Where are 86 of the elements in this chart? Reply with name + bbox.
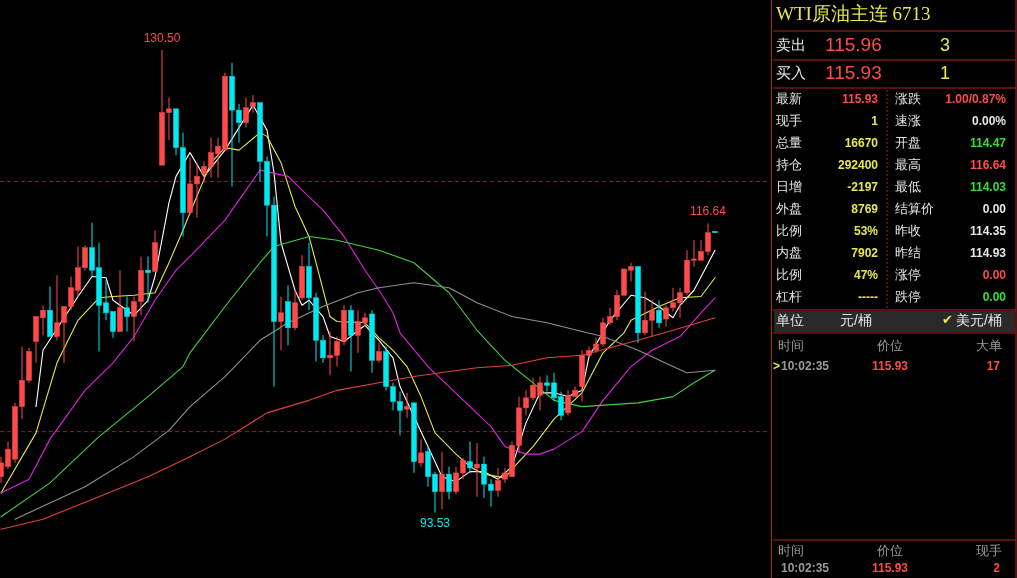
text: 115.96 [825, 34, 882, 56]
text: 最低 [895, 179, 921, 195]
text: 内盘 [776, 245, 802, 261]
text: 0.00 [982, 290, 1007, 305]
candlestick [348, 304, 354, 373]
text: 现手 [776, 113, 802, 129]
text: 114.35 [969, 224, 1007, 239]
text: 16670 [844, 136, 879, 151]
candlestick [250, 94, 256, 114]
text: 17 [986, 359, 1001, 374]
text: 1 [871, 114, 879, 129]
text: 现手 [976, 543, 1002, 559]
text: 时间 [778, 338, 804, 354]
text: 涨停 [895, 267, 921, 283]
candlestick [299, 254, 305, 301]
candlestick [278, 296, 284, 351]
candlestick [446, 466, 452, 500]
text: 比例 [776, 267, 802, 283]
text: 10:02:35 [781, 561, 830, 576]
candlestick [495, 467, 501, 498]
text: 115.93 [871, 359, 909, 374]
text: 持仓 [776, 157, 802, 173]
text: 114.47 [969, 136, 1007, 151]
text: -2197 [847, 180, 879, 195]
text: 卖出 [776, 35, 806, 53]
text: 0.00% [971, 114, 1007, 129]
annotation: 93.53 [419, 515, 451, 530]
candlestick [124, 296, 130, 333]
text: 1 [939, 62, 951, 83]
text: 结算价 [895, 201, 934, 217]
text: ✔ [942, 312, 953, 328]
text: 单位 [776, 311, 804, 328]
text: 7902 [851, 246, 879, 261]
candlestick [376, 342, 382, 364]
text: 53% [853, 224, 879, 239]
text: 115.93 [871, 561, 909, 576]
candlestick [292, 289, 298, 331]
text: 292400 [837, 158, 879, 173]
text: 价位 [876, 543, 903, 559]
text: WTI原油主连 6713 [776, 3, 931, 25]
text: 8769 [851, 202, 879, 217]
candlestick [369, 309, 375, 374]
text: > [773, 359, 781, 374]
annotation: 116.64 [690, 204, 727, 219]
text: 跌停 [895, 289, 921, 305]
text: 10:02:35 [781, 359, 830, 374]
candlestick [474, 442, 480, 498]
candlestick [243, 97, 249, 129]
candlestick [439, 451, 445, 510]
text: 47% [853, 268, 879, 283]
text: 速涨 [895, 113, 921, 129]
text: 日增 [776, 179, 802, 195]
text: 1.00/0.87% [945, 92, 1007, 107]
text: 比例 [776, 223, 802, 239]
text: 114.03 [969, 180, 1007, 195]
text: 114.93 [969, 246, 1007, 261]
text: 美元/桶 [956, 311, 1002, 328]
text: 0.00 [982, 268, 1007, 283]
text: 116.64 [969, 158, 1007, 173]
text: 价位 [876, 338, 903, 354]
text: 最高 [895, 157, 921, 173]
text: 2 [993, 561, 1001, 576]
text: 时间 [778, 543, 804, 559]
text: 115.93 [841, 92, 879, 107]
text: 总量 [775, 135, 802, 151]
candlestick [285, 284, 291, 346]
text: 涨跌 [895, 91, 921, 107]
text: 0.00 [982, 202, 1007, 217]
text: 3 [939, 34, 951, 55]
text: 外盘 [776, 201, 802, 217]
text: 开盘 [895, 135, 921, 151]
text: 昨收 [895, 223, 921, 239]
text: 杠杆 [775, 289, 802, 305]
text: 最新 [776, 91, 802, 107]
candlestick [145, 255, 151, 304]
candlestick [656, 299, 662, 329]
text: 元/桶 [840, 311, 872, 328]
text: 昨结 [895, 245, 921, 261]
annotation: 130.50 [143, 31, 181, 46]
candlestick [404, 392, 410, 419]
candlestick [418, 438, 424, 468]
text: 115.93 [825, 62, 882, 84]
text: 大单 [976, 338, 1002, 354]
candlestick [467, 441, 473, 474]
text: 买入 [776, 63, 806, 81]
text: ----- [858, 290, 878, 305]
